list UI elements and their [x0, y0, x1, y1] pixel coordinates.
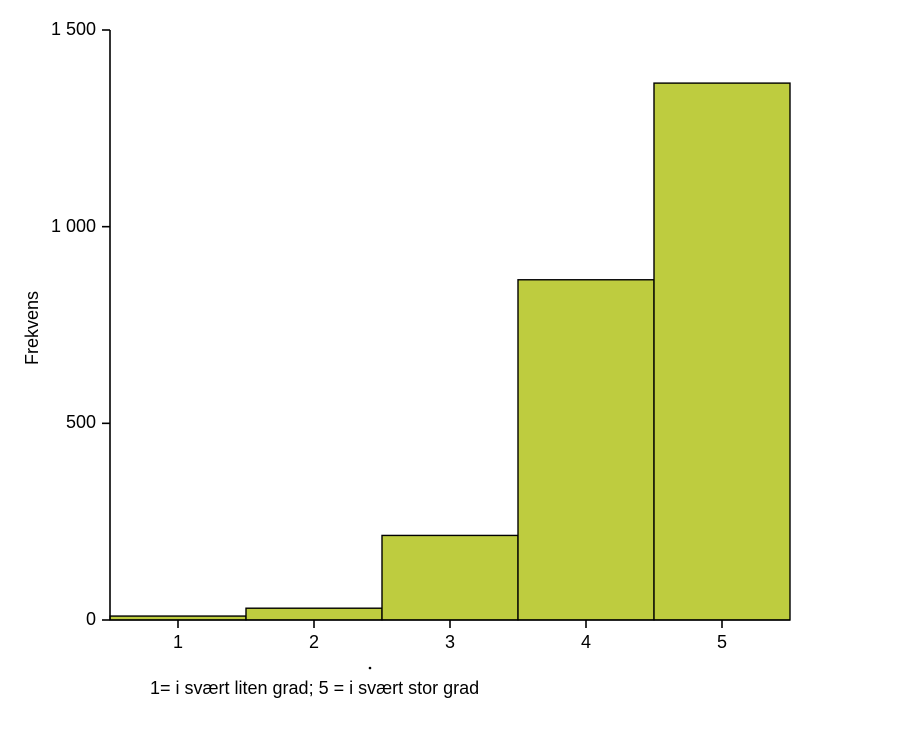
ytick-label: 500: [0, 412, 96, 433]
xtick-label: 4: [566, 632, 606, 653]
bar-4: [518, 280, 654, 620]
ytick-label: 0: [0, 609, 96, 630]
xtick-label: 5: [702, 632, 742, 653]
chart-svg: [0, 0, 919, 731]
frekvens-histogram: Frekvens 1= i svært liten grad; 5 = i sv…: [0, 0, 919, 731]
ytick-label: 1 500: [0, 19, 96, 40]
bar-5: [654, 83, 790, 620]
bar-2: [246, 608, 382, 620]
xtick-label: 3: [430, 632, 470, 653]
y-axis-label: Frekvens: [22, 291, 43, 365]
ytick-label: 1 000: [0, 216, 96, 237]
bar-3: [382, 535, 518, 620]
x-axis-note: 1= i svært liten grad; 5 = i svært stor …: [150, 678, 479, 699]
xtick-label: 2: [294, 632, 334, 653]
xtick-label: 1: [158, 632, 198, 653]
